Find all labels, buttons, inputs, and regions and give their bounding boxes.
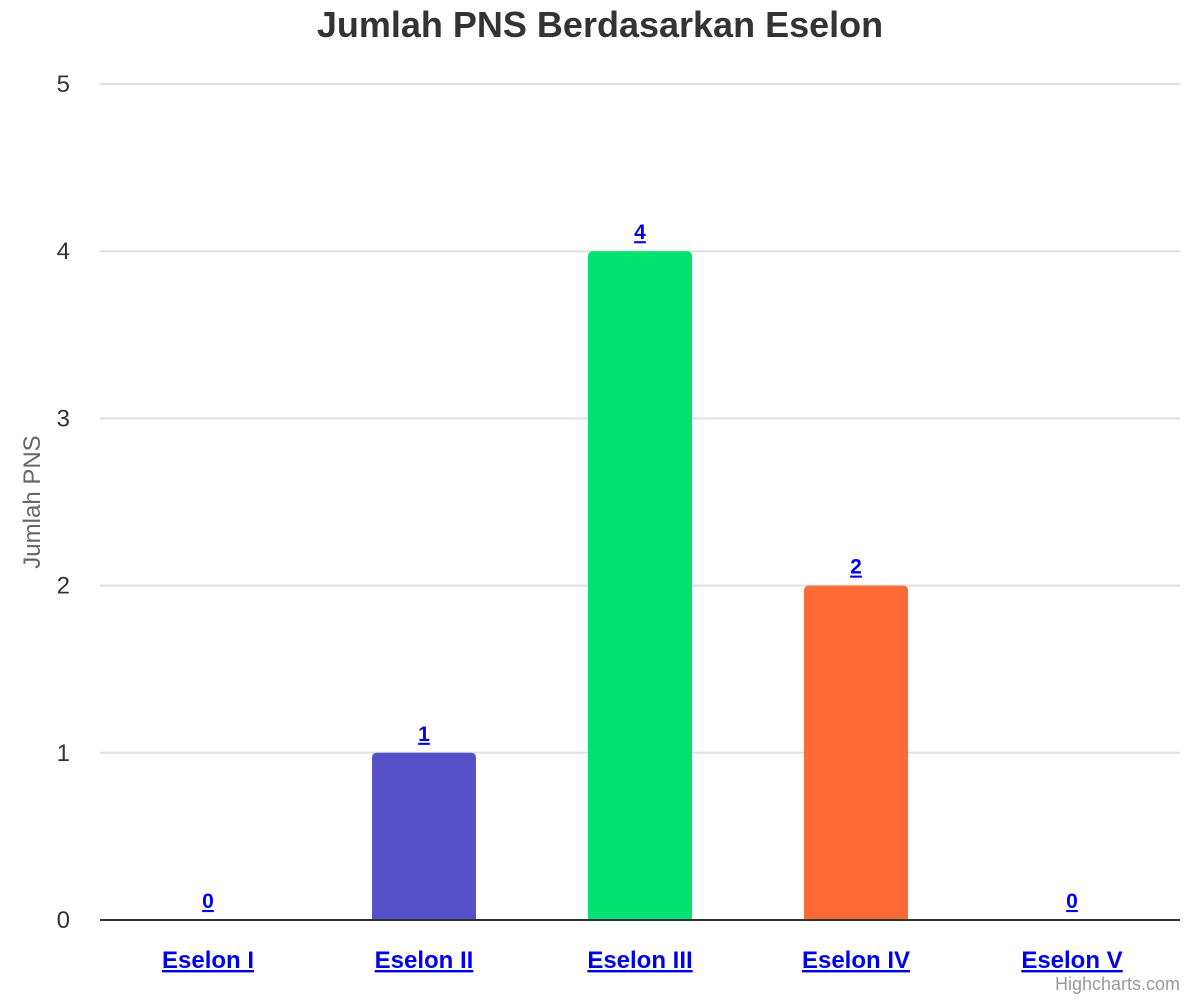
y-axis-title: Jumlah PNS (19, 435, 46, 568)
x-tick-label[interactable]: Eselon III (587, 947, 692, 974)
bar-series (372, 251, 908, 920)
credits-link[interactable]: Highcharts.com (1055, 974, 1180, 994)
y-tick-label: 3 (57, 405, 70, 432)
bar-eselon-iii[interactable] (588, 251, 692, 920)
data-label[interactable]: 0 (202, 890, 214, 913)
data-labels: 0 1 4 2 0 (202, 221, 1078, 913)
x-tick-label[interactable]: Eselon I (162, 947, 254, 974)
x-tick-label[interactable]: Eselon V (1021, 947, 1122, 974)
y-tick-label: 2 (57, 573, 70, 600)
data-label[interactable]: 0 (1066, 890, 1078, 913)
y-tick-label: 5 (57, 71, 70, 98)
x-tick-label[interactable]: Eselon II (375, 947, 474, 974)
bar-eselon-ii[interactable] (372, 752, 476, 920)
bar-eselon-iv[interactable] (804, 585, 908, 920)
y-tick-label: 4 (57, 238, 70, 265)
y-tick-label: 0 (57, 907, 70, 934)
y-axis-ticks: 0 1 2 3 4 5 (57, 71, 70, 934)
data-label[interactable]: 4 (634, 221, 646, 244)
chart-title: Jumlah PNS Berdasarkan Eselon (317, 4, 883, 45)
x-axis-ticks: Eselon I Eselon II Eselon III Eselon IV Esel… (162, 947, 1123, 974)
data-label[interactable]: 1 (418, 723, 430, 746)
y-tick-label: 1 (57, 740, 70, 767)
data-label[interactable]: 2 (850, 556, 862, 579)
x-tick-label[interactable]: Eselon IV (802, 947, 910, 974)
